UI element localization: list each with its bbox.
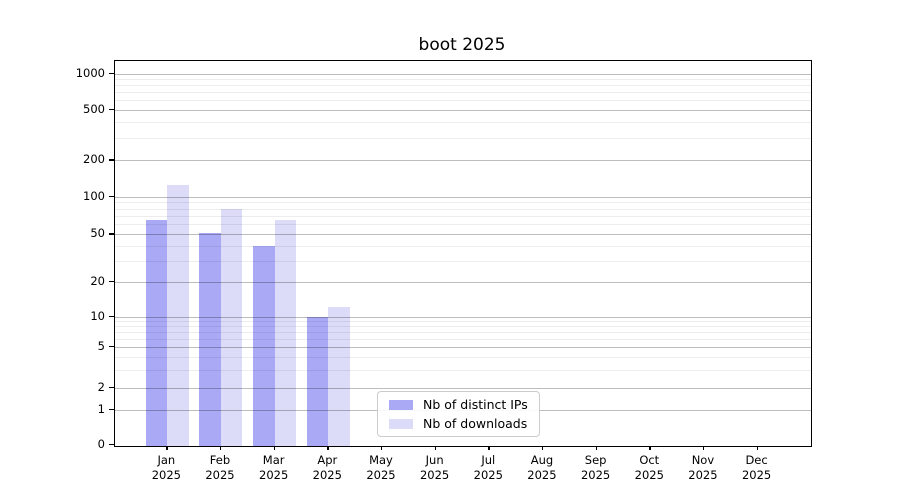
gridline-minor [115,92,811,94]
gridline-major [115,160,811,162]
y-tick-label: 0 [97,436,105,451]
x-tick-label: Feb 2025 [205,453,235,482]
y-tick-label: 200 [83,152,105,167]
y-tick-mark [109,233,114,235]
x-tick-label: Apr 2025 [312,453,342,482]
gridline-minor [115,208,811,210]
gridline-minor [115,369,811,371]
legend-item-downloads: Nb of downloads [380,415,537,432]
plot-area [114,60,812,447]
x-tick-mark [649,446,651,451]
y-tick-mark [109,109,114,111]
gridline-major [115,110,811,111]
x-tick-mark [702,446,705,451]
gridline-minor [115,356,811,358]
x-tick-label: Dec 2025 [741,453,772,482]
gridline-minor [115,224,811,226]
y-tick-label: 2 [97,379,105,394]
x-tick-label: Jul 2025 [473,453,503,482]
gridline-minor [115,79,811,81]
y-tick-label: 10 [90,308,105,323]
x-tick-mark [595,446,597,451]
y-tick-label: 100 [83,188,105,203]
x-tick-mark [488,446,490,451]
x-tick-mark [273,446,275,451]
gridline-minor [115,338,811,340]
bar-downloads [328,307,350,446]
gridline-minor [115,326,811,328]
y-tick-label: 50 [90,226,105,241]
gridline-major [115,346,811,348]
x-tick-mark [756,446,758,451]
x-tick-mark [219,446,222,451]
gridline-minor [115,85,811,87]
gridline-minor [115,245,811,247]
gridline-major [115,316,811,318]
bar-downloads [167,185,189,446]
y-tick-label: 500 [83,102,105,116]
x-tick-label: Sep 2025 [580,453,611,482]
x-tick-mark [434,446,436,451]
bar-downloads [274,220,297,446]
x-tick-label: Oct 2025 [634,453,664,482]
gridline-minor [115,100,811,102]
bar-distinct-ips [253,245,275,446]
y-tick-mark [109,195,114,197]
x-tick-mark [166,446,168,451]
y-tick-label: 1000 [75,65,105,80]
bar-distinct-ips [199,233,221,446]
y-tick-label: 1 [97,401,105,416]
bar-distinct-ips [306,316,329,446]
legend-label-downloads: Nb of downloads [423,416,528,431]
legend-swatch-distinct-ips [389,399,413,410]
y-tick-mark [109,408,114,410]
bar-distinct-ips [145,220,168,446]
y-tick-label: 20 [90,273,105,288]
bar-downloads [220,208,243,446]
gridline-minor [115,332,811,334]
gridline-minor [115,321,811,323]
y-tick-mark [109,159,114,161]
x-tick-label: Nov 2025 [688,453,718,482]
y-tick-mark [109,443,114,445]
gridline-major [115,234,811,236]
gridline-major [115,73,811,75]
gridline-major [115,196,811,198]
gridline-major [115,281,811,283]
x-tick-mark [541,446,544,451]
gridline-minor [115,216,811,218]
y-tick-mark [109,72,114,74]
y-tick-mark [109,345,114,347]
y-tick-mark [109,315,114,317]
gridline-minor [115,138,811,140]
x-tick-mark [380,446,383,451]
gridline-major [115,387,811,389]
chart-title: boot 2025 [418,35,506,55]
legend-item-distinct-ips: Nb of distinct IPs [380,396,537,413]
x-tick-mark [327,446,329,451]
x-tick-label: Mar 2025 [259,453,289,482]
y-tick-mark [109,280,114,282]
y-tick-mark [109,386,114,388]
gridline-minor [115,122,811,124]
x-tick-label: Jun 2025 [419,453,450,482]
y-tick-label: 5 [97,338,105,353]
legend: Nb of distinct IPs Nb of downloads [377,391,540,437]
x-tick-label: Aug 2025 [527,453,557,482]
legend-label-distinct-ips: Nb of distinct IPs [423,397,528,412]
x-tick-label: Jan 2025 [151,453,181,482]
x-tick-label: May 2025 [366,453,396,482]
gridline-minor [115,260,811,262]
gridline-minor [115,202,811,204]
legend-swatch-downloads [389,418,413,429]
